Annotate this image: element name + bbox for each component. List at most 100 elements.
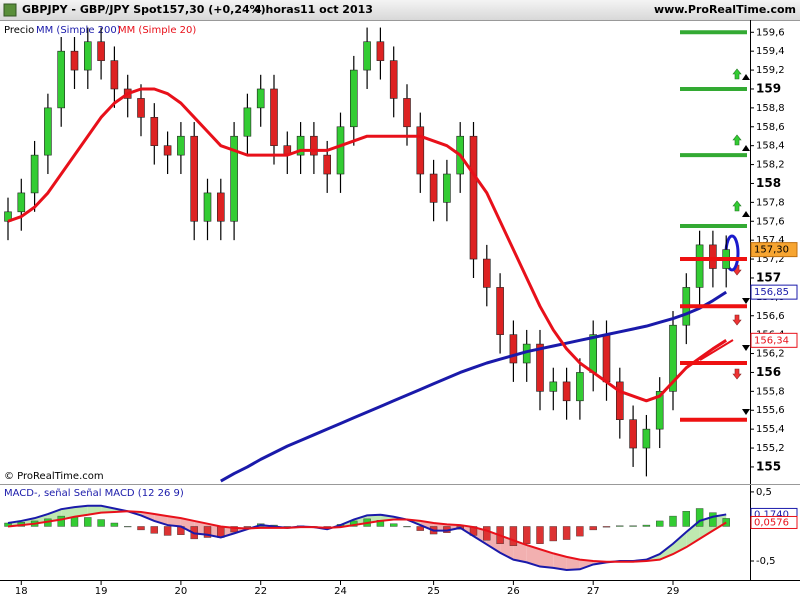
last-value-tag (750, 332, 798, 348)
candle-body (137, 98, 145, 118)
y-tick-label: 155,4 (756, 424, 785, 435)
macd-fill (74, 505, 88, 517)
y-tick-label: -0,5 (756, 556, 776, 567)
candle-body (97, 41, 105, 61)
histogram-bar (416, 526, 424, 531)
candle-body (177, 135, 185, 156)
histogram-bar (722, 518, 730, 527)
histogram-bar (709, 512, 717, 527)
histogram-bar (137, 526, 145, 531)
legend-price: Precio (4, 25, 34, 36)
candle-body (270, 88, 278, 146)
histogram-bar (669, 515, 677, 527)
price-panel: 155155,2155,4155,6155,8156156,2156,4156,… (4, 27, 798, 597)
candle-body (482, 258, 491, 288)
last-price: 157,30 (+0,24%) (162, 3, 266, 16)
down-arrow (732, 314, 742, 326)
histogram-bar (97, 519, 105, 527)
histogram-bar (203, 526, 212, 538)
macd-fill (553, 553, 567, 570)
macd-fill (659, 543, 673, 560)
y-tick-label: 157,4 (756, 235, 785, 246)
x-tick-label: 20 (175, 586, 188, 597)
x-tick-label: 26 (507, 586, 520, 597)
histogram-bar (523, 526, 531, 544)
candle-body (203, 192, 212, 222)
candle-body (509, 334, 518, 364)
candle-body (629, 419, 637, 449)
last-value-label: 157,30 (754, 245, 789, 256)
candle-body (602, 334, 611, 383)
histogram-bar (576, 526, 584, 537)
candle-body (469, 135, 478, 260)
last-value-label: 156,34 (754, 335, 789, 346)
y-tick-label: 157,2 (756, 254, 785, 265)
histogram-bar (589, 526, 597, 531)
histogram-bar (629, 525, 637, 527)
y-tick-label: 159,6 (756, 27, 785, 38)
macd-line (7, 510, 727, 563)
histogram-bar (84, 517, 92, 527)
candle-body (17, 192, 26, 213)
candle-body (336, 126, 345, 175)
symbol-title: GBPJPY - GBP/JPY Spot (22, 3, 162, 16)
histogram-bar (695, 508, 704, 527)
last-value-tag (750, 515, 798, 529)
histogram-bar (642, 524, 651, 527)
candle-body (669, 324, 677, 392)
candle-body (44, 107, 52, 156)
x-tick-label: 25 (427, 586, 440, 597)
trend-sketch (699, 339, 734, 361)
macd-fill (101, 505, 115, 513)
x-tick-label: 22 (254, 586, 267, 597)
x-tick-label: 29 (667, 586, 680, 597)
y-tick-label: 158,2 (756, 160, 785, 171)
histogram-bar (562, 526, 571, 540)
candle-body (695, 244, 704, 288)
macd-fill (526, 545, 540, 567)
y-tick-label: 155,6 (756, 405, 785, 416)
axis-marker (742, 298, 750, 415)
candle-body (562, 381, 571, 402)
histogram-bar (243, 526, 252, 528)
timeframe: 4 horas (254, 3, 301, 16)
x-tick-label: 24 (334, 586, 347, 597)
histogram-bar (549, 526, 557, 542)
histogram-bar (602, 526, 611, 528)
last-value-label: 156,85 (754, 287, 789, 298)
candle-body (363, 41, 371, 71)
histogram-bar (616, 525, 624, 527)
candle-body (655, 391, 664, 430)
candle-body (243, 107, 252, 137)
candle-body (30, 154, 39, 194)
macd-line (7, 504, 727, 571)
histogram-bar (403, 526, 411, 528)
macd-fill (566, 556, 580, 570)
macd-fill (579, 559, 594, 570)
candle-body (230, 135, 238, 222)
moving-average-line (220, 290, 728, 483)
candle-body (549, 381, 558, 392)
candle-body (403, 98, 411, 128)
histogram-bar (110, 522, 119, 527)
last-value-label: 0,0576 (754, 517, 789, 528)
legend-ma200: MM (Simple 200) (36, 25, 121, 36)
macd-title: MACD-, señal Señal MACD (12 26 9) (4, 488, 184, 499)
candle-body (576, 372, 584, 402)
moving-average-line (7, 87, 728, 403)
y-tick-label: 156,2 (756, 349, 785, 360)
candle-body (323, 154, 332, 175)
y-tick-label: 157,6 (756, 216, 785, 227)
copyright: © ProRealTime.com (4, 471, 104, 482)
histogram-bar (483, 526, 491, 541)
histogram-bar (682, 511, 690, 527)
up-arrow (732, 134, 742, 146)
last-value-tag (750, 242, 798, 258)
histogram-bar (390, 523, 398, 527)
date: 11 oct 2013 (300, 3, 373, 16)
x-tick-label: 27 (587, 586, 600, 597)
candle-body (84, 41, 92, 71)
histogram-bar (509, 526, 518, 546)
last-value-label: 0,1740 (754, 509, 789, 520)
